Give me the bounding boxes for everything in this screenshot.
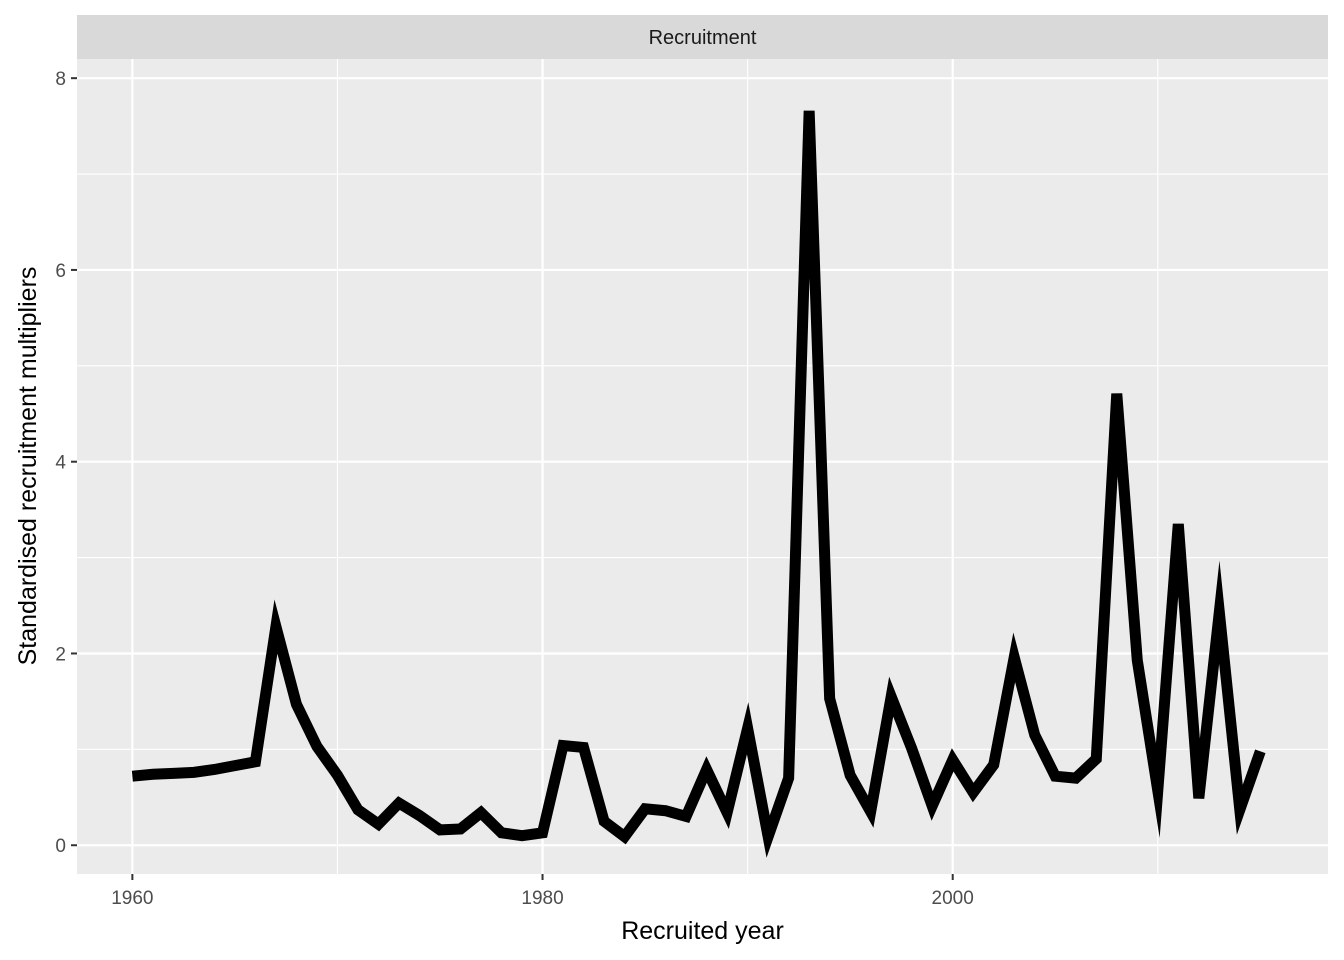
y-tick-label: 6 xyxy=(55,261,66,282)
recruitment-series-line xyxy=(131,110,1266,858)
x-tick-label: 2000 xyxy=(932,888,974,909)
x-axis-title: Recruited year xyxy=(621,917,784,945)
x-axis: 1960 1980 2000 xyxy=(111,874,974,909)
strip-background xyxy=(77,15,1328,59)
x-tick-label: 1980 xyxy=(521,888,563,909)
y-tick-label: 0 xyxy=(55,836,66,857)
facet-strip-label: Recruitment xyxy=(649,27,757,49)
plot-panel xyxy=(77,59,1328,874)
y-tick-label: 2 xyxy=(55,644,66,665)
x-tick-label: 1960 xyxy=(111,888,153,909)
y-axis-title: Standardised recruitment multipliers xyxy=(14,267,42,666)
y-tick-label: 4 xyxy=(55,453,66,474)
y-axis: 0 2 4 6 8 xyxy=(55,69,77,857)
y-tick-label: 8 xyxy=(55,69,66,90)
